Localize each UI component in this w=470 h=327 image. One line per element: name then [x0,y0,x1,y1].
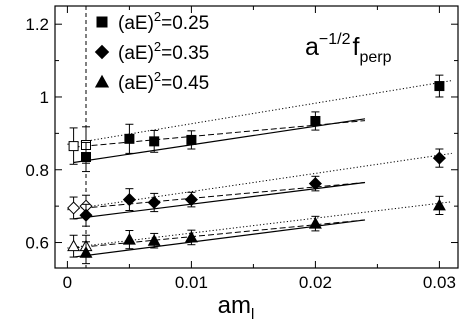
legend-marker-1 [96,16,108,28]
point-series-1-5 [310,115,321,126]
point-series-2-2 [122,193,136,207]
point-series-2-3 [147,195,161,210]
point-series-3-3 [147,234,161,246]
extrap-point-series-3-1 [67,239,81,252]
point-series-2-5 [308,177,322,191]
extrap-point-series-2-1 [67,201,81,215]
point-series-3-6 [432,198,446,211]
x-tick-label: 0.03 [423,273,456,292]
point-series-1-2 [124,133,135,144]
fit-line-dashed-series-1 [73,120,366,148]
plot-frame [54,5,459,269]
point-series-2-6 [432,151,446,165]
y-tick-label: 0.8 [25,161,49,180]
plot-area [67,6,452,268]
point-series-3-5 [308,216,322,229]
legend-label-3: (aE)2=0.45 [118,69,209,94]
extrap-point-series-1-1 [68,141,79,152]
legend-label-2: (aE)2=0.35 [118,39,209,64]
legend: (aE)2=0.25 (aE)2=0.35 (aE)2=0.45 [94,9,209,94]
point-series-2-4 [184,193,198,207]
x-tick-label: 0 [63,273,72,292]
fit-line-solid-series-1 [73,118,366,164]
y-tick-label: 1.2 [25,15,49,34]
y-tick-label: 0.6 [25,234,49,253]
fit-line-solid-series-3 [73,219,366,258]
point-series-3-4 [184,230,198,243]
y-tick-label: 1 [40,88,49,107]
point-series-2-1 [79,208,93,222]
fit-line-dashed-series-3 [73,219,366,249]
legend-marker-3 [94,74,110,88]
x-tick-label: 0.01 [175,273,208,292]
legend-marker-2 [94,44,110,60]
x-tick-label: 0.02 [299,273,332,292]
point-series-1-4 [186,134,197,145]
chart-annotation: a−1/2fperp [305,31,392,66]
point-series-3-1 [79,246,93,258]
axes: 0 0.01 0.02 0.03 0.6 0.8 1 1.2 [25,5,459,292]
fit-line-dashed-series-2 [73,181,366,210]
x-axis-label: aml [218,292,255,323]
point-series-1-6 [434,81,445,92]
point-series-3-2 [122,232,136,245]
fit-line-dotted-series-1 [67,80,452,145]
point-series-1-3 [149,136,160,147]
point-series-1-1 [81,152,91,163]
legend-label-1: (aE)2=0.25 [118,9,209,34]
